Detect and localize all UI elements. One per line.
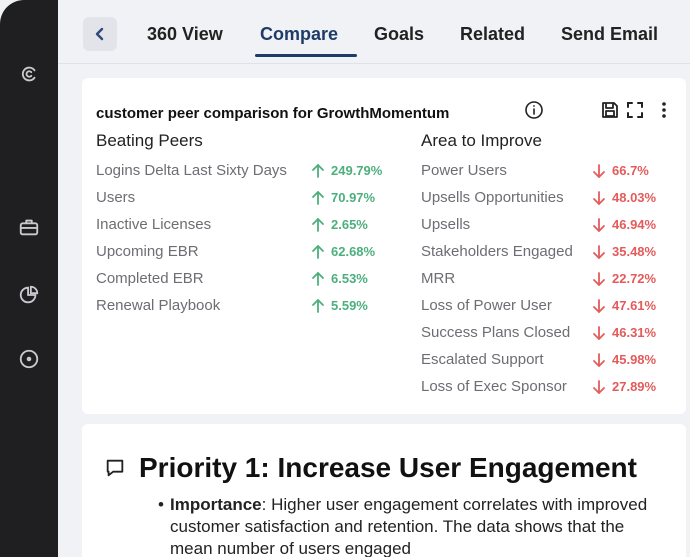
arrow-down-icon bbox=[591, 163, 607, 179]
tab-bar: 360 View Compare Goals Related Send Emai… bbox=[58, 0, 690, 64]
priority-bullet: • Importance: Higher user engagement corr… bbox=[158, 494, 660, 557]
metric-value: 46.31% bbox=[612, 325, 657, 340]
active-tab-indicator bbox=[255, 54, 357, 57]
tab-send-email[interactable]: Send Email bbox=[561, 24, 659, 44]
tab-compare[interactable]: Compare bbox=[260, 24, 339, 44]
spiral-icon[interactable] bbox=[18, 63, 40, 85]
arrow-down-icon bbox=[591, 244, 607, 260]
arrow-up-icon bbox=[310, 298, 326, 314]
left-sidebar bbox=[0, 0, 58, 557]
info-icon[interactable] bbox=[524, 100, 544, 120]
metric-value: 66.7% bbox=[612, 163, 649, 178]
metric-label: Upcoming EBR bbox=[96, 243, 199, 260]
metric-value: 46.94% bbox=[612, 217, 657, 232]
metric-value: 27.89% bbox=[612, 379, 657, 394]
arrow-down-icon bbox=[591, 379, 607, 395]
metric-label: Stakeholders Engaged bbox=[421, 243, 573, 260]
metric-label: Logins Delta Last Sixty Days bbox=[96, 162, 287, 179]
arrow-up-icon bbox=[310, 190, 326, 206]
metric-value: 45.98% bbox=[612, 352, 657, 367]
metric-label: Inactive Licenses bbox=[96, 216, 212, 233]
metric-label: Success Plans Closed bbox=[421, 324, 571, 341]
back-button[interactable] bbox=[83, 17, 117, 51]
expand-icon[interactable] bbox=[625, 100, 645, 120]
compass-icon[interactable] bbox=[18, 348, 40, 370]
pie-chart-icon[interactable] bbox=[18, 284, 40, 306]
tab-goals[interactable]: Goals bbox=[374, 24, 425, 44]
metric-value: 47.61% bbox=[612, 298, 657, 313]
metric-label: MRR bbox=[421, 270, 456, 287]
tab-360-view[interactable]: 360 View bbox=[147, 24, 223, 44]
metric-label: Users bbox=[96, 189, 136, 206]
metric-value: 48.03% bbox=[612, 190, 657, 205]
metric-value: 22.72% bbox=[612, 271, 657, 286]
metric-label: Upsells bbox=[421, 216, 471, 233]
metric-value: 62.68% bbox=[331, 244, 376, 259]
bullet-dot: • bbox=[158, 495, 164, 514]
metric-label: Power Users bbox=[421, 162, 507, 179]
card-title: customer peer comparison for GrowthMomen… bbox=[96, 105, 450, 122]
arrow-down-icon bbox=[591, 190, 607, 206]
metric-value: 5.59% bbox=[331, 298, 368, 313]
chevron-left-icon bbox=[95, 27, 104, 41]
bullet-text: : Higher user engagement correlates with… bbox=[170, 495, 648, 557]
metric-label: Loss of Power User bbox=[421, 297, 552, 314]
area-to-improve-heading: Area to Improve bbox=[421, 131, 542, 150]
arrow-up-icon bbox=[310, 271, 326, 287]
more-vertical-icon[interactable] bbox=[654, 100, 674, 120]
peer-comparison-card: customer peer comparison for GrowthMomen… bbox=[82, 78, 686, 414]
speech-bubble-icon bbox=[104, 457, 126, 479]
priority-title: Priority 1: Increase User Engagement bbox=[139, 452, 637, 483]
bullet-term: Importance bbox=[170, 495, 262, 514]
metric-value: 249.79% bbox=[331, 163, 383, 178]
tab-related[interactable]: Related bbox=[460, 24, 526, 44]
beating-peers-heading: Beating Peers bbox=[96, 131, 203, 150]
save-icon[interactable] bbox=[600, 100, 620, 120]
arrow-down-icon bbox=[591, 352, 607, 368]
arrow-down-icon bbox=[591, 298, 607, 314]
metric-label: Completed EBR bbox=[96, 270, 204, 287]
arrow-down-icon bbox=[591, 325, 607, 341]
metric-value: 70.97% bbox=[331, 190, 376, 205]
briefcase-icon[interactable] bbox=[18, 216, 40, 238]
arrow-down-icon bbox=[591, 271, 607, 287]
metric-label: Loss of Exec Sponsor bbox=[421, 378, 567, 395]
arrow-up-icon bbox=[310, 244, 326, 260]
metric-value: 35.48% bbox=[612, 244, 657, 259]
metric-label: Escalated Support bbox=[421, 351, 544, 368]
metric-label: Renewal Playbook bbox=[96, 297, 221, 314]
metric-value: 2.65% bbox=[331, 217, 368, 232]
arrow-down-icon bbox=[591, 217, 607, 233]
metric-value: 6.53% bbox=[331, 271, 368, 286]
metric-label: Upsells Opportunities bbox=[421, 189, 564, 206]
arrow-up-icon bbox=[310, 217, 326, 233]
priority-card: Priority 1: Increase User Engagement • Im… bbox=[82, 424, 686, 557]
arrow-up-icon bbox=[310, 163, 326, 179]
